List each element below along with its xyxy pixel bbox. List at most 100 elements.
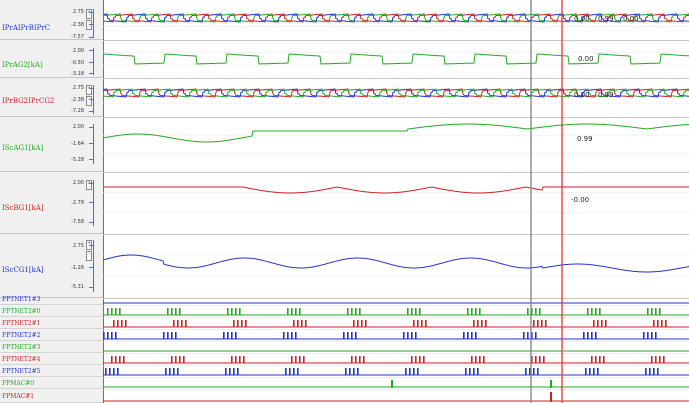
digital-pulse [479,356,481,363]
digital-pulse [419,356,421,363]
digital-pulse [543,356,545,363]
digital-pulse [407,308,409,315]
digital-pulse [539,356,541,363]
digital-pulse [533,320,535,327]
scale-tick [89,50,94,51]
digital-channel-row[interactable]: FPTNET2#3 [0,341,103,353]
digital-channel-row[interactable]: FPTNET2#4 [0,353,103,365]
digital-channel-row[interactable]: FPTNET2#1 [0,317,103,329]
digital-pulse [185,320,187,327]
digital-pulse [237,320,239,327]
digital-channel-row[interactable]: FPTNET1#3 [0,296,103,305]
digital-pulse [349,368,351,375]
digital-pulse [411,332,413,339]
digital-pulse [171,308,173,315]
digital-pulse [353,368,355,375]
scale-mid: -2.38 [71,22,84,28]
trace-IPrAIPrBIPrC [102,13,689,23]
scale-tick [89,62,94,63]
digital-pulse [537,320,539,327]
zoom-in-button[interactable]: + [86,9,92,19]
zoom-in-button[interactable]: + [86,85,92,95]
scale-tick [89,24,94,25]
scale-tick [89,202,94,203]
digital-pulse [223,332,225,339]
channel-label: IScAG1[kA] [2,144,44,152]
zoom-out-button[interactable]: - [86,251,92,261]
digital-pulse [599,308,601,315]
digital-pulse [657,320,659,327]
digital-pulse [595,332,597,339]
trace-IPrAG2 [102,53,689,65]
scale-mid: -2.78 [71,200,84,206]
digital-pulse [647,332,649,339]
digital-pulse [481,320,483,327]
digital-pulse [235,332,237,339]
cursor-value: 0.99 [598,15,614,23]
digital-pulse [233,368,235,375]
analog-channel-4[interactable]: IScAG1[kA] 2.00 -1.64 -5.28 [0,117,103,172]
digital-pulse [665,320,667,327]
waveform-canvas[interactable] [102,0,689,403]
waveform-plot-area[interactable]: 0.00 0.99 0.00 0.00 0.00 0.99 0.99 -0.00 [102,0,689,403]
digital-pulse [597,320,599,327]
digital-pulse [165,368,167,375]
digital-pulse [115,356,117,363]
digital-pulse [119,356,121,363]
digital-pulse [231,356,233,363]
digital-pulse [465,368,467,375]
scale-min: -5.31 [71,284,84,290]
digital-channel-row[interactable]: FPMAC#1 [0,389,103,403]
scale-max: 2.75 [72,85,84,91]
digital-channel-row[interactable]: FPTNET2#5 [0,365,103,377]
digital-channel-row[interactable]: FPTNET2#0 [0,305,103,317]
digital-pulse [231,308,233,315]
digital-channel-row[interactable]: FPTNET2#2 [0,329,103,341]
digital-pulse [293,320,295,327]
analog-channel-6[interactable]: IScCG1[kA] 2.75 -1.26 -5.31 + - [0,234,103,298]
digital-pulse [227,332,229,339]
digital-channel-row[interactable]: FPMAC#0 [0,377,103,389]
scale-tick [89,267,94,268]
digital-channel-label: FPMAC#1 [2,393,35,400]
digital-pulse [237,368,239,375]
digital-channel-label: FPTNET1#3 [2,296,41,303]
digital-pulse [473,368,475,375]
digital-pulse [175,308,177,315]
digital-pulse [539,308,541,315]
digital-pulse [175,356,177,363]
digital-pulse [173,320,175,327]
digital-pulse [603,356,605,363]
scale-tick [89,287,94,288]
digital-pulse [229,368,231,375]
scale-axis [93,124,94,164]
digital-pulse [295,308,297,315]
scale-tick [89,143,94,144]
analog-channel-5[interactable]: IScBG1[kA] 2.00 -2.78 -7.58 + [0,172,103,234]
digital-pulse [421,320,423,327]
analog-channel-2[interactable]: IPrAG2[kA] 2.00 -0.50 -3.18 [0,40,103,78]
digital-pulse [347,332,349,339]
analog-channel-1[interactable]: IPrAIPrBIPrC 2.75 -2.38 -7.57 + - [0,0,103,40]
digital-pulse [663,356,665,363]
digital-pulse [471,356,473,363]
digital-pulse [239,308,241,315]
digital-pulse [589,368,591,375]
digital-pulse [467,332,469,339]
digital-pulse [531,308,533,315]
zoom-out-button[interactable]: - [86,96,92,106]
digital-pulse [587,308,589,315]
digital-channel-label: FPTNET2#2 [2,332,41,339]
analog-channel-3[interactable]: IPrBG2IPrCG2 2.75 -2.38 -7.28 + - [0,78,103,117]
digital-pulse [531,356,533,363]
digital-pulse [175,332,177,339]
digital-pulse [299,308,301,315]
digital-pulse [291,332,293,339]
digital-pulse [357,320,359,327]
scale-max: 2.75 [72,9,84,15]
channel-label: IScBG1[kA] [2,204,44,212]
digital-pulse [475,356,477,363]
zoom-out-button[interactable]: - [86,20,92,30]
zoom-in-button[interactable]: + [86,180,92,190]
digital-pulse [107,332,109,339]
